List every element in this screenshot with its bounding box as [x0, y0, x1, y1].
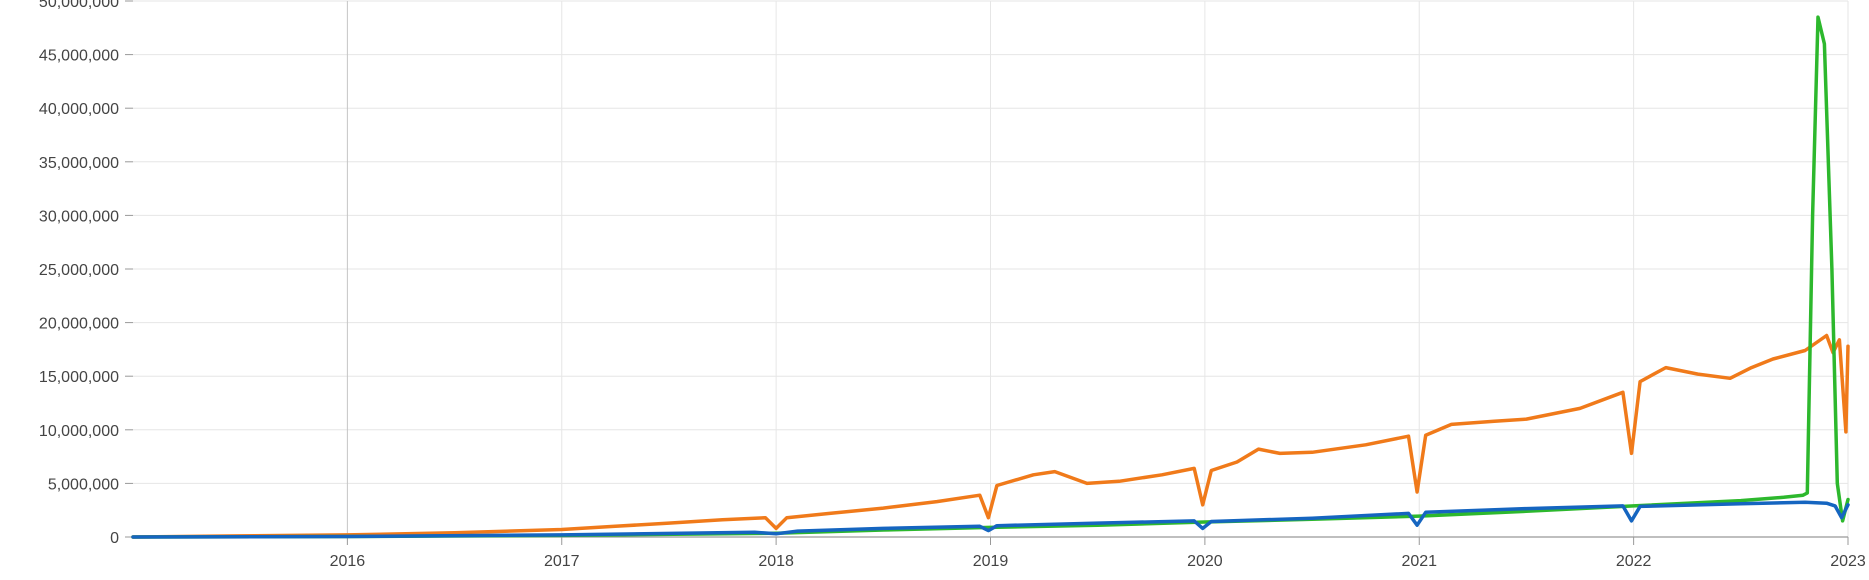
x-tick-label: 2018 — [758, 553, 794, 570]
x-tick-label: 2021 — [1401, 553, 1437, 570]
y-tick-label: 45,000,000 — [39, 48, 119, 65]
y-tick-label: 10,000,000 — [39, 423, 119, 440]
x-tick-label: 2017 — [544, 553, 580, 570]
y-tick-label: 0 — [110, 530, 119, 547]
x-tick-label: 2023 — [1830, 553, 1866, 570]
x-tick-label: 2016 — [330, 553, 366, 570]
y-tick-label: 35,000,000 — [39, 155, 119, 172]
y-tick-label: 50,000,000 — [39, 0, 119, 11]
series-lines — [131, 15, 1850, 539]
x-tick-label: 2020 — [1187, 553, 1223, 570]
series-line-1 — [131, 333, 1850, 539]
y-tick-label: 30,000,000 — [39, 208, 119, 225]
tick-labels: 0 5,000,000 10,000,000 15,000,000 20,000,000… — [39, 0, 1866, 570]
x-tick-label: 2022 — [1616, 553, 1652, 570]
y-tick-label: 25,000,000 — [39, 262, 119, 279]
y-tick-label: 15,000,000 — [39, 369, 119, 386]
grid-lines — [133, 0, 1849, 537]
axes — [125, 0, 1849, 545]
y-tick-label: 5,000,000 — [48, 476, 119, 493]
x-tick-label: 2019 — [973, 553, 1009, 570]
y-tick-label: 20,000,000 — [39, 316, 119, 333]
y-tick-label: 40,000,000 — [39, 101, 119, 118]
series-line-3 — [131, 500, 1850, 539]
